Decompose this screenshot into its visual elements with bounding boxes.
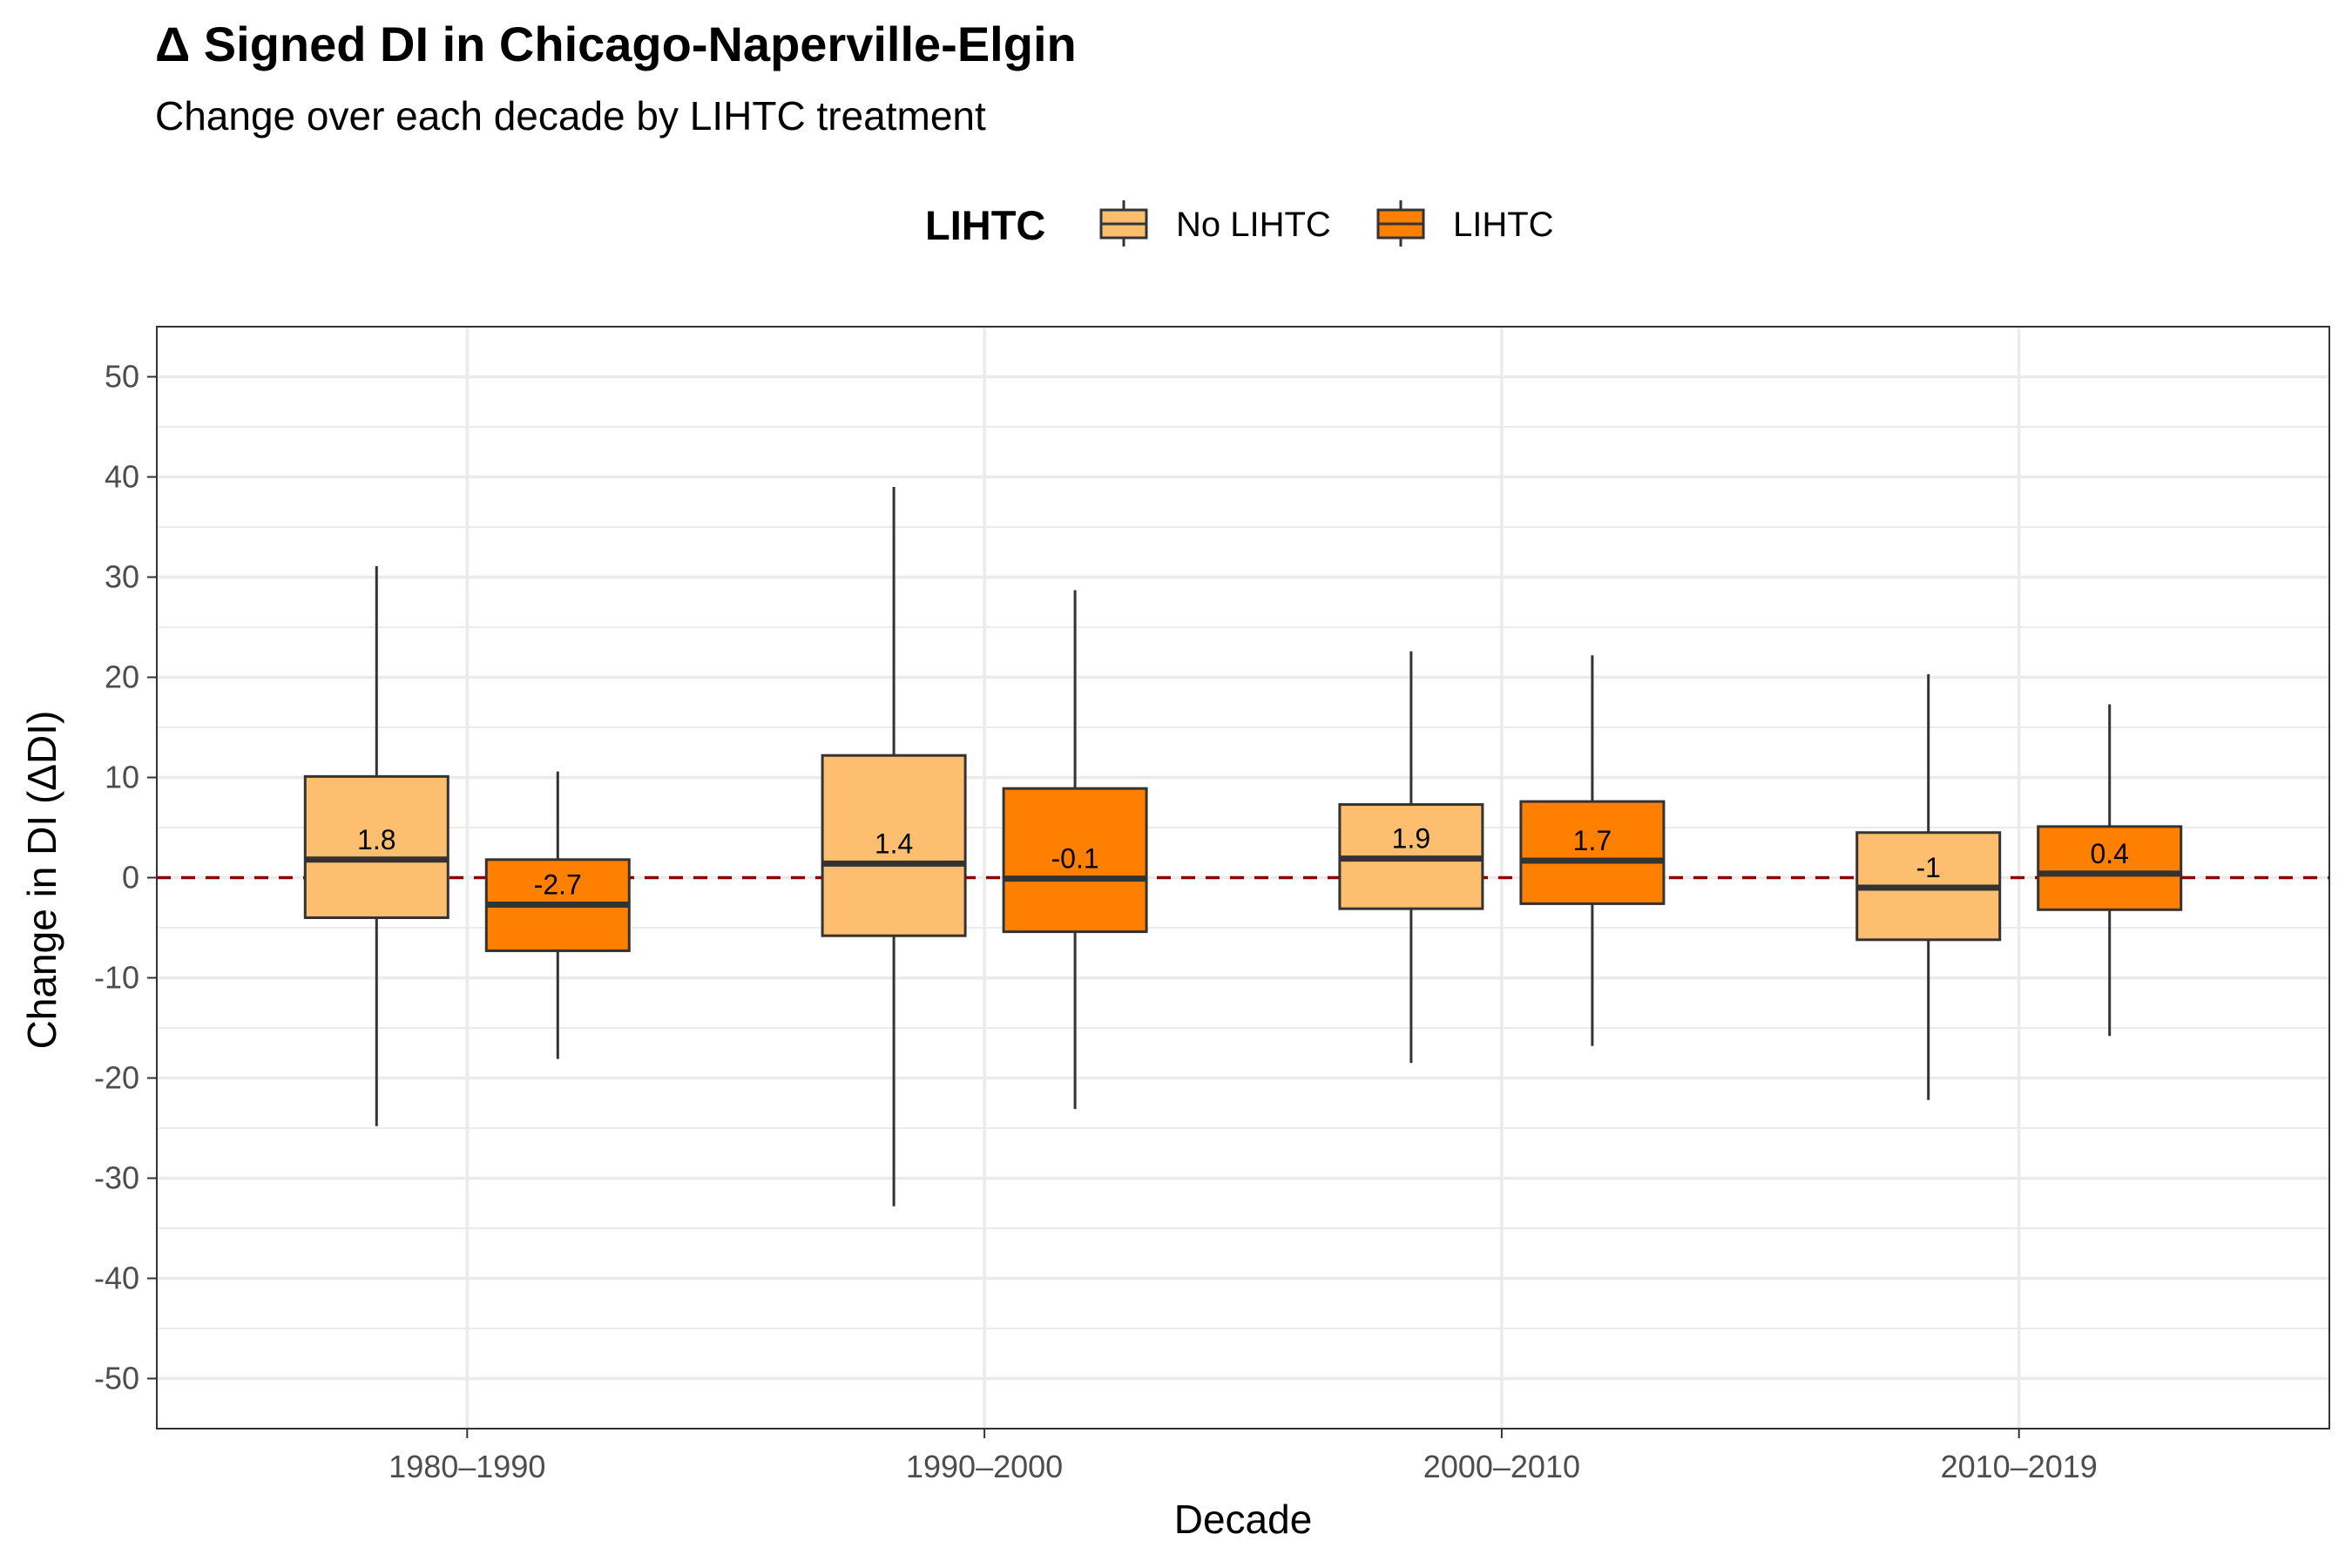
x-tick-label: 1990–2000 xyxy=(906,1449,1063,1484)
box-lihtc-3: 0.4 xyxy=(2037,704,2183,1037)
median-label: 1.4 xyxy=(875,828,913,859)
chart-subtitle: Change over each decade by LIHTC treatme… xyxy=(155,93,986,139)
legend-title: LIHTC xyxy=(925,202,1045,248)
y-axis-title: Change in DI (ΔDI) xyxy=(19,711,64,1050)
box-no-lihtc-0: 1.8 xyxy=(303,565,449,1126)
median-label: 1.7 xyxy=(1573,825,1612,856)
y-tick-label: -40 xyxy=(94,1260,139,1296)
box-lihtc-1: -0.1 xyxy=(1002,590,1148,1110)
y-tick-label: -10 xyxy=(94,960,139,996)
box-no-lihtc-2: 1.9 xyxy=(1338,651,1484,1064)
y-tick-label: 0 xyxy=(122,860,139,896)
y-tick-label: 30 xyxy=(105,559,139,595)
x-tick-label: 1980–1990 xyxy=(389,1449,545,1484)
y-tick-label: 50 xyxy=(105,359,139,395)
y-tick-label: 20 xyxy=(105,659,139,695)
x-tick-label: 2010–2019 xyxy=(1941,1449,2098,1484)
x-axis-title: Decade xyxy=(1174,1497,1313,1542)
median-label: -1 xyxy=(1916,852,1940,883)
y-tick-label: -30 xyxy=(94,1160,139,1196)
box-no-lihtc-3: -1 xyxy=(1855,674,2002,1100)
box-lihtc-2: 1.7 xyxy=(1519,655,1666,1046)
legend-label: No LIHTC xyxy=(1176,206,1331,244)
box-iqr xyxy=(1002,787,1148,934)
median-label: 0.4 xyxy=(2090,838,2128,869)
box-iqr xyxy=(2037,825,2183,911)
legend-label: LIHTC xyxy=(1453,206,1554,244)
y-tick-label: 10 xyxy=(105,760,139,795)
median-label: -0.1 xyxy=(1051,843,1099,875)
box-no-lihtc-1: 1.4 xyxy=(821,487,967,1206)
box-iqr xyxy=(303,774,449,919)
y-tick-label: 40 xyxy=(105,459,139,495)
x-tick-label: 2000–2010 xyxy=(1423,1449,1580,1484)
legend-item-no-lihtc: No LIHTC xyxy=(1099,200,1331,247)
y-tick-label: -50 xyxy=(94,1361,139,1396)
median-label: -2.7 xyxy=(534,869,582,901)
box-iqr xyxy=(821,754,967,937)
legend-item-lihtc: LIHTC xyxy=(1376,200,1554,247)
legend: LIHTC No LIHTC LIHTC xyxy=(925,200,1554,248)
box-iqr xyxy=(1519,800,1666,905)
chart-title: Δ Signed DI in Chicago-Naperville-Elgin xyxy=(155,17,1077,71)
box-lihtc-0: -2.7 xyxy=(484,771,631,1059)
median-label: 1.9 xyxy=(1392,823,1430,855)
median-label: 1.8 xyxy=(357,824,395,855)
y-tick-label: -20 xyxy=(94,1060,139,1096)
